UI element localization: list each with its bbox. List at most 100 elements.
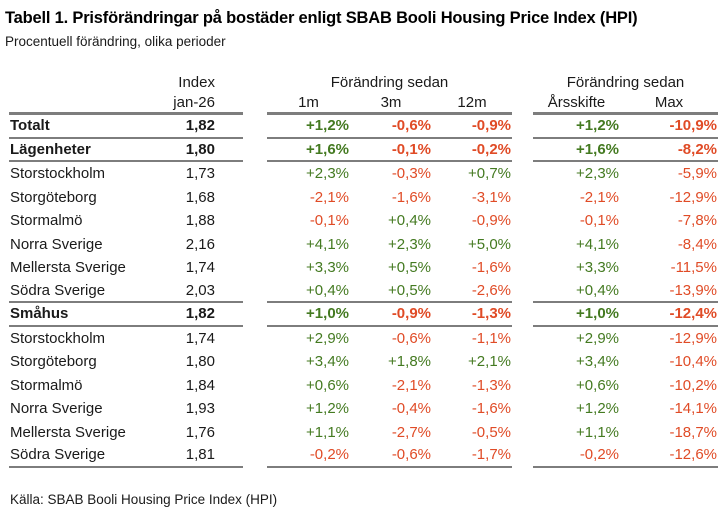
table-row: Stormalmö 1,88 -0,1% +0,4% -0,9% -0,1% -…: [9, 209, 717, 233]
cell-max: -18,7%: [669, 423, 717, 441]
cell-arsskifte: +1,2%: [576, 400, 619, 418]
cell-12m: -0,2%: [471, 140, 511, 158]
row-label: Storgöteborg: [10, 353, 97, 371]
table-row: Mellersta Sverige 1,74 +3,3% +0,5% -1,6%…: [9, 256, 717, 280]
table-row: Norra Sverige 1,93 +1,2% -0,4% -1,6% +1,…: [9, 397, 717, 421]
cell-index: 1,74: [185, 259, 215, 277]
table-row: Storstockholm 1,73 +2,3% -0,3% +0,7% +2,…: [9, 162, 717, 186]
row-label: Norra Sverige: [10, 400, 103, 418]
cell-3m: -0,3%: [391, 165, 431, 183]
table-row: Totalt 1,82 +1,2% -0,6% -0,9% +1,2% -10,…: [9, 115, 718, 139]
cell-index: 1,88: [185, 212, 215, 230]
cell-index: 1,93: [185, 400, 215, 418]
row-label: Storgöteborg: [10, 188, 97, 206]
cell-max: -7,8%: [677, 212, 717, 230]
cell-max: -12,9%: [669, 329, 717, 347]
cell-3m: -0,9%: [391, 305, 431, 323]
cell-3m: +0,4%: [388, 212, 431, 230]
cell-12m: +2,1%: [468, 353, 511, 371]
cell-12m: -0,9%: [471, 212, 511, 230]
row-label: Stormalmö: [10, 212, 83, 230]
cell-arsskifte: +1,0%: [576, 305, 619, 323]
cell-1m: +1,2%: [306, 117, 349, 135]
cell-12m: -1,6%: [471, 259, 511, 277]
cell-1m: +1,6%: [306, 140, 349, 158]
row-label: Storstockholm: [10, 329, 106, 347]
cell-max: -8,2%: [677, 140, 717, 158]
table-header-columns: jan-26 1m 3m 12m Årsskifte Max: [9, 93, 718, 115]
table-title: Tabell 1. Prisförändringar på bostäder e…: [5, 9, 638, 27]
row-label: Totalt: [10, 117, 50, 135]
cell-3m: -0,1%: [391, 140, 431, 158]
cell-12m: -1,6%: [471, 400, 511, 418]
cell-arsskifte: +1,6%: [576, 140, 619, 158]
cell-12m: -1,1%: [471, 329, 511, 347]
table-row: Stormalmö 1,84 +0,6% -2,1% -1,3% +0,6% -…: [9, 374, 717, 398]
cell-1m: +0,4%: [306, 281, 349, 299]
cell-3m: -0,6%: [391, 117, 431, 135]
row-label: Lägenheter: [10, 140, 91, 158]
price-index-table: Index Förändring sedan Förändring sedan …: [5, 72, 718, 468]
cell-1m: -0,2%: [309, 446, 349, 464]
cell-arsskifte: -0,1%: [579, 212, 619, 230]
cell-1m: +4,1%: [306, 235, 349, 253]
table-row: Mellersta Sverige 1,76 +1,1% -2,7% -0,5%…: [9, 421, 717, 445]
table-row: Södra Sverige 2,03 +0,4% +0,5% -2,6% +0,…: [9, 280, 718, 303]
cell-arsskifte: +0,6%: [576, 376, 619, 394]
cell-3m: +0,5%: [388, 281, 431, 299]
row-label: Mellersta Sverige: [10, 423, 126, 441]
cell-arsskifte: +3,4%: [576, 353, 619, 371]
cell-index: 1,68: [185, 188, 215, 206]
cell-1m: +3,4%: [306, 353, 349, 371]
cell-index: 1,82: [185, 117, 215, 135]
cell-max: -11,5%: [670, 259, 717, 277]
cell-12m: -2,6%: [471, 281, 511, 299]
cell-index: 2,16: [185, 235, 215, 253]
cell-arsskifte: +3,3%: [576, 259, 619, 277]
header-index: Index: [178, 74, 215, 91]
cell-max: -12,6%: [669, 446, 717, 464]
cell-12m: -0,5%: [471, 423, 511, 441]
cell-arsskifte: +1,1%: [576, 423, 619, 441]
cell-3m: +0,5%: [388, 259, 431, 277]
cell-index: 1,81: [185, 446, 215, 464]
cell-arsskifte: +2,3%: [576, 165, 619, 183]
cell-max: -10,4%: [669, 353, 717, 371]
row-label: Norra Sverige: [10, 235, 103, 253]
cell-max: -5,9%: [677, 165, 717, 183]
cell-3m: -1,6%: [391, 188, 431, 206]
cell-max: -10,9%: [669, 117, 717, 135]
source-note: Källa: SBAB Booli Housing Price Index (H…: [10, 491, 278, 507]
row-label: Småhus: [10, 305, 69, 323]
cell-arsskifte: +1,2%: [576, 117, 619, 135]
cell-max: -8,4%: [677, 235, 717, 253]
row-label: Södra Sverige: [10, 281, 106, 299]
table-header-groups: Index Förändring sedan Förändring sedan: [9, 72, 713, 93]
cell-arsskifte: +2,9%: [576, 329, 619, 347]
cell-1m: -0,1%: [309, 212, 349, 230]
cell-max: -12,9%: [669, 188, 717, 206]
header-col-arsskifte: Årsskifte: [547, 94, 606, 111]
cell-arsskifte: -2,1%: [579, 188, 619, 206]
cell-1m: +2,3%: [306, 165, 349, 183]
cell-1m: +0,6%: [306, 376, 349, 394]
cell-index: 1,82: [185, 305, 215, 323]
table-row: Storgöteborg 1,80 +3,4% +1,8% +2,1% +3,4…: [9, 350, 717, 374]
cell-index: 1,80: [185, 353, 215, 371]
cell-3m: +1,8%: [388, 353, 431, 371]
table-row: Storstockholm 1,74 +2,9% -0,6% -1,1% +2,…: [9, 327, 717, 351]
cell-index: 1,76: [185, 423, 215, 441]
table-row: Storgöteborg 1,68 -2,1% -1,6% -3,1% -2,1…: [9, 186, 717, 210]
cell-index: 1,80: [185, 140, 215, 158]
table-row: Lägenheter 1,80 +1,6% -0,1% -0,2% +1,6% …: [9, 139, 718, 162]
cell-1m: +3,3%: [306, 259, 349, 277]
header-col-1m: 1m: [298, 94, 319, 111]
cell-3m: -0,6%: [391, 329, 431, 347]
table-row: Norra Sverige 2,16 +4,1% +2,3% +5,0% +4,…: [9, 233, 717, 257]
table-body: Totalt 1,82 +1,2% -0,6% -0,9% +1,2% -10,…: [9, 115, 718, 468]
cell-index: 1,84: [185, 376, 215, 394]
row-label: Stormalmö: [10, 376, 83, 394]
cell-3m: -0,4%: [391, 400, 431, 418]
cell-max: -13,9%: [669, 281, 717, 299]
